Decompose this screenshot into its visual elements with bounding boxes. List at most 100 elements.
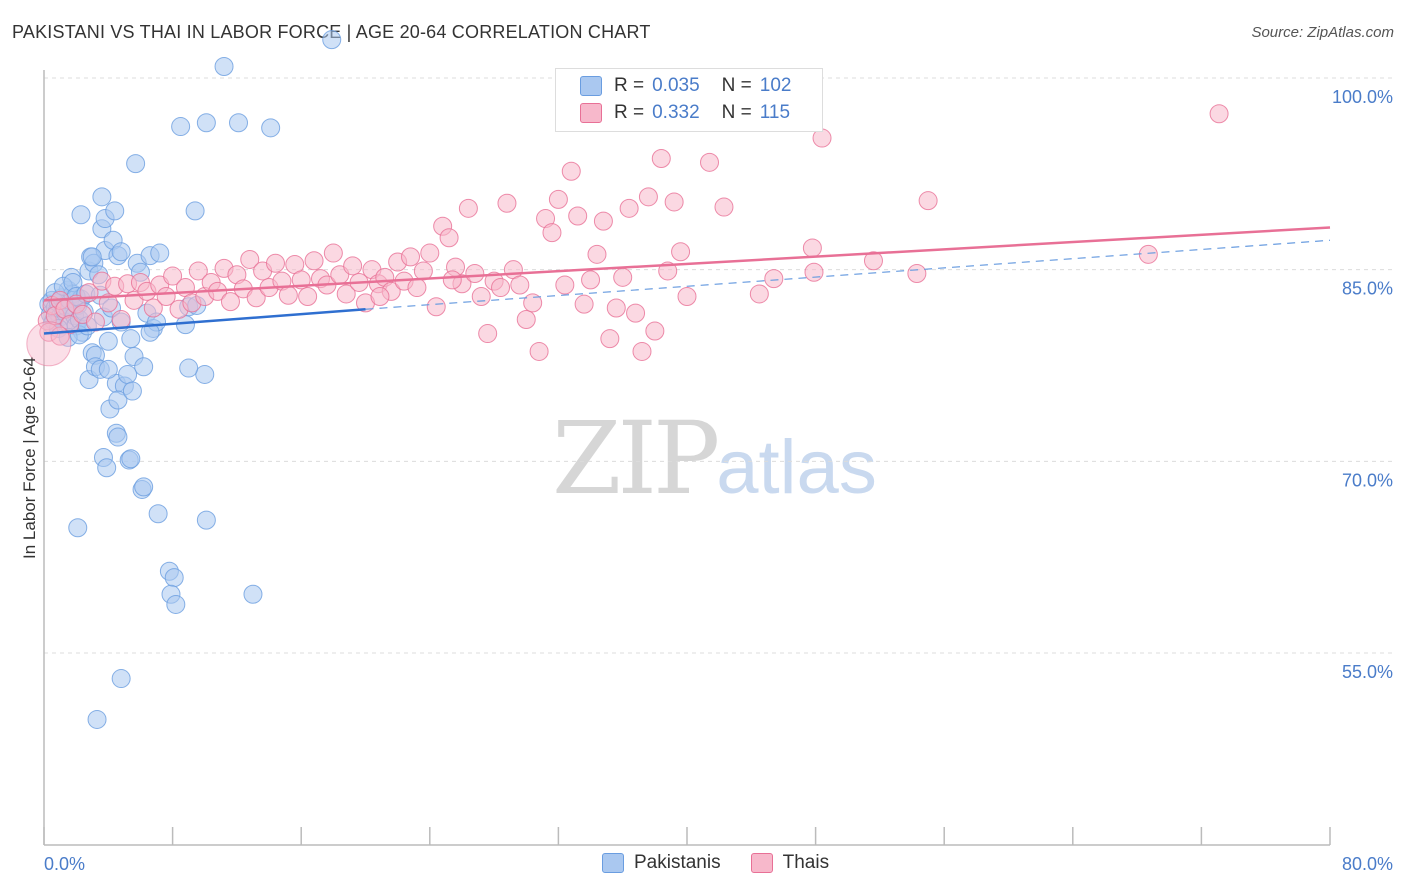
thais-point [529,341,549,361]
pakistanis-point [214,57,234,76]
thais-point [163,266,183,286]
thais-point [278,285,298,305]
thais-point [671,242,691,262]
pakistanis-point [71,205,91,225]
pakistanis-point [68,518,88,538]
pakistanis-point [121,449,141,469]
thais-point [426,297,446,317]
thais-point [600,329,620,349]
pakistanis-point [134,477,154,497]
thais-point [516,310,536,329]
thais-point [442,270,462,290]
x-tick-label: 0.0% [44,854,85,874]
pakistanis-point [92,187,112,207]
legend-r-label: R = [614,75,645,96]
thais-point [574,294,594,314]
thais-point [804,262,824,282]
watermark: ZIPatlas [552,400,877,517]
thais-point [465,264,485,283]
thais-point [638,187,658,207]
pakistanis-points [39,30,342,729]
pakistanis-trend-line [43,308,366,335]
thais-point [764,269,784,289]
thais-point [613,267,633,287]
pakistanis-point [126,154,146,174]
thais-point [491,278,511,298]
pakistanis-point [185,201,205,221]
thais-point [220,292,240,312]
pakistanis-point [98,359,118,379]
thais-point [420,243,440,263]
y-tick-label: 85.0% [1342,279,1393,299]
pakistanis-point [118,364,138,384]
thais-point [85,312,105,332]
legend-box: R = 0.035 N = 102 R = 0.332 N = 115 [555,68,823,132]
thais-point [561,161,581,181]
bottom-legend-label-pakistanis: Pakistanis [634,852,721,873]
thais-point [664,192,684,212]
thais-point [555,275,575,295]
thais-point [626,303,646,323]
pakistanis-point [166,594,186,614]
bottom-legend-item-thais[interactable]: Thais [750,852,829,874]
thais-point [323,243,343,263]
thais-point [478,324,498,344]
pakistanis-point [196,510,216,530]
legend-n-label: N = [721,75,752,96]
pakistanis-point [108,427,128,447]
pakistanis-point [195,364,215,384]
legend-swatch-pakistanis [580,76,602,96]
thais-point [749,284,769,304]
y-tick-label: 55.0% [1342,662,1393,682]
thais-point [401,247,421,267]
thais-point [1138,244,1158,264]
bottom-legend-item-pakistanis[interactable]: Pakistanis [602,852,721,874]
thais-point [98,293,118,313]
thais-point [863,251,883,271]
thais-point [714,197,734,217]
axis-layer [43,70,1331,846]
thais-point [240,249,260,269]
thais-point [143,298,163,318]
thais-point [1209,104,1229,124]
pakistanis-point [122,381,142,401]
pakistanis-point [322,30,342,50]
legend-row-pakistanis: R = 0.035 N = 102 [580,75,799,97]
thais-point [336,284,356,304]
legend-r-label: R = [614,102,645,123]
pakistanis-point [150,243,170,263]
grid-layer [44,77,1394,654]
thais-point [700,152,720,172]
pakistanis-point [87,709,107,729]
pakistanis-point [229,113,249,133]
thais-point [593,211,613,231]
pakistanis-point [148,504,168,524]
thais-point [407,278,427,298]
thais-point [651,149,671,168]
pakistanis-point [164,568,184,588]
x-tick-label: 80.0% [1342,854,1393,874]
thais-point [298,287,318,306]
watermark-zip: ZIP [552,400,720,517]
legend-n-label: N = [721,102,752,123]
thais-point [111,310,131,329]
thais-point [458,198,478,218]
pakistanis-point [196,113,216,133]
thais-point [343,256,363,276]
pakistanis-point [140,322,160,342]
pakistanis-point [98,331,118,351]
bottom-legend-swatch-pakistanis [602,853,624,873]
thais-point [619,198,639,218]
trend-layer [43,226,1331,335]
thais-point [568,206,588,226]
thais-point [587,244,607,264]
thais-point [918,191,938,211]
legend-swatch-thais [580,103,602,123]
pakistanis-point [171,117,191,137]
bottom-legend: Pakistanis Thais [602,852,859,874]
watermark-atlas: atlas [716,425,877,510]
label-layer: 55.0% 70.0% 85.0% 100.0% 0.0% 80.0% In Labor F… [20,87,1393,874]
legend-r-value: 0.035 [652,75,700,96]
pakistanis-point [108,390,128,410]
